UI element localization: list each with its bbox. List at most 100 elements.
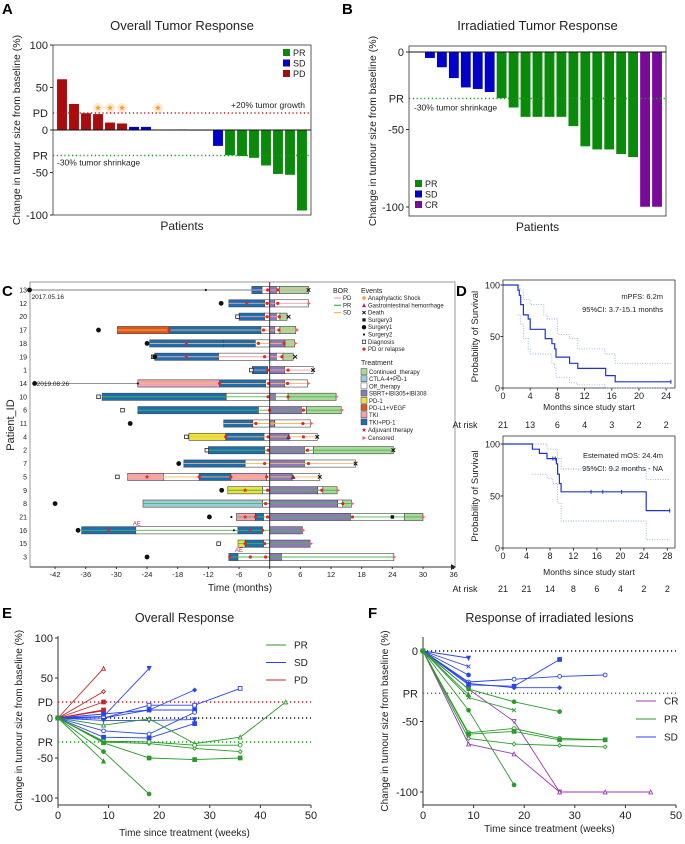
at-risk-count: 14 (545, 584, 555, 594)
x-tick-label: 6 (298, 570, 302, 579)
panel-letter: F (368, 605, 377, 622)
y-axis-label: Patient_ID (5, 399, 17, 450)
marker-square (146, 735, 152, 741)
adjuvant-star-icon (242, 514, 248, 519)
x-tick-label: 24 (661, 391, 671, 401)
series-line-sd (57, 711, 195, 735)
marker-triangle (602, 789, 608, 795)
y-tick-label: -50 (32, 168, 48, 180)
bar-pr (496, 51, 508, 99)
pd-relapse-marker (224, 435, 228, 439)
bar-sd (436, 51, 448, 68)
series-line-sd (57, 709, 195, 719)
marker-triangle-down (191, 717, 198, 723)
marker-square (146, 707, 152, 713)
bar-pr (591, 51, 603, 150)
diagnosis-marker (120, 407, 125, 413)
patient-id-label: 1 (23, 368, 27, 375)
diagnosis-marker (216, 541, 221, 546)
marker-square (192, 721, 197, 726)
at-risk-count: 2 (641, 584, 646, 594)
reference-label: PR (33, 151, 48, 163)
plot-frame (502, 279, 676, 389)
x-axis-label: Patients (160, 219, 203, 233)
patient-id-label: 7 (23, 461, 27, 468)
marker-circle (101, 728, 106, 734)
annotation: Estemated mOS: 24.4m (583, 451, 663, 460)
y-tick-label: 0 (412, 646, 418, 658)
legend-treatment-label: Continued_therapy (369, 370, 420, 376)
bar-sd (484, 51, 496, 93)
x-tick-label: 12 (568, 551, 578, 561)
marker-diamond (511, 741, 517, 747)
bar-pd (104, 122, 116, 131)
date-label: 2017.05.16 (32, 294, 65, 301)
at-risk-count: 3 (609, 420, 614, 430)
gi-hemorrhage-icon (362, 303, 366, 308)
pd-relapse-marker (286, 368, 290, 372)
pd-relapse-marker (265, 301, 269, 305)
x-axis-label: Months since study start (543, 402, 635, 412)
pd-relapse-marker (248, 528, 252, 532)
at-risk-count: 6 (555, 420, 560, 430)
pd-relapse-marker (266, 515, 270, 519)
ci-upper-line (503, 284, 671, 364)
legend-treatment-label: TKI+PD-1 (369, 420, 396, 426)
legend-label: SD (294, 658, 308, 669)
pd-relapse-marker (248, 555, 252, 559)
panel-letter: B (342, 1, 353, 18)
death-icon (315, 434, 320, 440)
series-line-sd (422, 650, 469, 676)
pd-relapse-marker (282, 341, 286, 345)
marker-triangle (465, 741, 472, 747)
x-tick-label: 24 (388, 570, 396, 579)
panel-letter: A (2, 1, 13, 18)
death-icon (293, 354, 298, 359)
x-tick-label: 12 (327, 570, 335, 579)
bar-pd (92, 113, 104, 131)
pd-relapse-marker (285, 381, 290, 386)
star-icon (155, 104, 161, 111)
surgery2-marker (204, 288, 207, 292)
marker-square (557, 737, 562, 743)
annotation: 95%CI: 9.2 months - NA (582, 464, 663, 473)
bar-pr (603, 51, 615, 150)
series-line-pd (57, 691, 104, 719)
pd-relapse-marker (264, 555, 268, 559)
pd-relapse-marker (253, 515, 257, 519)
panel-letter: D (456, 283, 467, 300)
pd-relapse-marker (218, 381, 222, 386)
series-line-pr (57, 701, 286, 745)
pd-relapse-marker (306, 461, 311, 466)
date-label: 2019.08.26 (37, 381, 70, 388)
y-axis-label: Change in tumour size from baseline (%) (367, 36, 379, 226)
bar-pr (260, 129, 272, 166)
legend-label: PD (294, 676, 308, 687)
legend-label: PR (425, 179, 438, 189)
legend-event-label: PD or relapse (368, 347, 405, 353)
bar-pr (532, 51, 543, 118)
x-axis-label: Time since treatment (weeks) (484, 824, 615, 835)
x-tick-label: 30 (569, 810, 581, 822)
at-risk-count: 8 (571, 584, 576, 594)
bar-sd (472, 51, 484, 90)
surgery2-marker (230, 515, 233, 519)
x-tick-label: 28 (662, 551, 672, 561)
legend-swatch (283, 49, 290, 56)
star-icon (95, 104, 101, 111)
bar-pd (56, 78, 68, 131)
surgery3-marker (390, 515, 395, 519)
y-tick-label: 50 (490, 492, 500, 502)
marker-triangle (237, 734, 243, 740)
surgery2-icon (362, 333, 366, 336)
pd-relapse-marker (305, 448, 310, 452)
series-line-sd (422, 650, 560, 689)
marker-circle (557, 674, 562, 679)
y-tick-label: 0 (42, 125, 48, 137)
bar-pr (520, 51, 531, 118)
pd-relapse-marker (254, 421, 258, 426)
x-axis-label: Patients (516, 220, 559, 234)
at-risk-count: 21 (521, 584, 531, 594)
bar-cr (651, 51, 663, 208)
x-tick-label: 16 (592, 551, 602, 561)
